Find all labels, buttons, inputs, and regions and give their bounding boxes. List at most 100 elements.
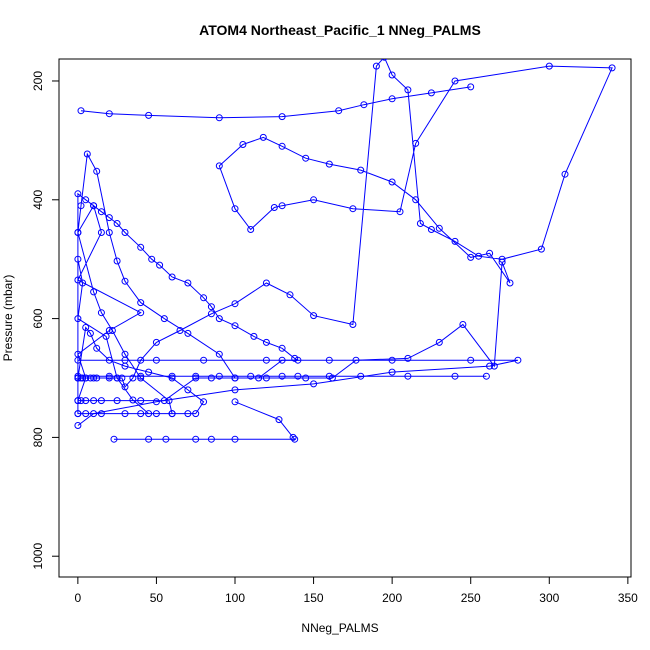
data-point — [82, 324, 90, 331]
data-point — [168, 410, 176, 418]
data-point — [200, 294, 208, 302]
data-point — [137, 309, 145, 317]
data-point — [270, 204, 278, 211]
data-point — [388, 95, 396, 103]
data-point — [537, 245, 545, 253]
data-point — [121, 229, 129, 236]
data-point — [90, 202, 98, 210]
data-point — [275, 416, 283, 424]
data-point — [286, 291, 294, 299]
data-point — [215, 315, 223, 323]
data-point — [404, 86, 412, 94]
data-point — [207, 303, 215, 311]
data-point — [349, 321, 357, 328]
data-point — [289, 433, 297, 441]
data-point — [184, 279, 192, 287]
data-point — [435, 224, 443, 232]
data-point — [121, 356, 129, 364]
data-point — [231, 435, 239, 443]
series-line — [77, 59, 613, 415]
data-point — [152, 356, 160, 364]
series-line — [77, 359, 519, 426]
y-axis-label: Pressure (mbar) — [1, 275, 15, 362]
data-point — [467, 253, 475, 261]
data-point — [90, 288, 98, 296]
data-point — [74, 422, 82, 429]
data-point — [162, 435, 170, 443]
data-point — [215, 372, 223, 380]
data-point — [291, 354, 299, 362]
data-point — [357, 166, 365, 174]
series-layer — [74, 59, 616, 443]
data-point — [486, 362, 494, 370]
data-point — [77, 107, 85, 115]
data-point — [325, 160, 333, 168]
data-point — [262, 356, 270, 364]
data-point — [86, 329, 94, 337]
data-point — [168, 372, 176, 380]
data-point — [231, 374, 239, 382]
data-point — [255, 374, 263, 382]
data-point — [427, 89, 435, 97]
data-point — [416, 220, 424, 227]
y-tick-label: 1000 — [31, 543, 45, 570]
data-point — [302, 374, 310, 382]
series-5 — [77, 83, 475, 122]
data-point — [137, 372, 145, 380]
data-point — [498, 255, 506, 263]
x-tick-label: 100 — [225, 591, 245, 605]
data-point — [506, 279, 514, 287]
data-point — [137, 410, 145, 418]
data-point — [121, 383, 129, 391]
data-point — [475, 252, 483, 260]
data-point — [82, 397, 90, 405]
data-point — [388, 178, 396, 186]
data-point — [97, 410, 105, 418]
data-point — [608, 64, 616, 72]
data-point — [121, 277, 129, 285]
data-point — [176, 327, 184, 334]
data-point — [90, 410, 98, 418]
data-point — [192, 372, 200, 380]
data-point — [200, 398, 208, 406]
data-point — [152, 338, 160, 346]
data-point — [129, 374, 137, 382]
data-point — [291, 435, 299, 443]
data-point — [90, 397, 98, 405]
data-point — [145, 111, 153, 119]
data-point — [97, 208, 105, 216]
data-point — [108, 327, 116, 334]
data-point — [113, 397, 121, 405]
data-point — [278, 372, 286, 380]
data-point — [97, 397, 105, 405]
data-point — [184, 386, 192, 394]
data-point — [325, 356, 333, 364]
data-point — [247, 226, 255, 233]
data-point — [113, 257, 121, 265]
data-point — [250, 332, 258, 340]
data-point — [184, 410, 192, 418]
data-point — [200, 356, 208, 364]
data-point — [467, 83, 475, 91]
data-point — [404, 354, 412, 362]
data-point — [451, 77, 459, 85]
data-point — [137, 243, 145, 251]
data-point — [239, 141, 247, 148]
y-tick-label: 200 — [31, 71, 45, 91]
data-point — [335, 107, 343, 115]
data-point — [97, 229, 105, 236]
data-point — [105, 214, 113, 222]
data-point — [388, 368, 396, 376]
data-point — [110, 435, 118, 443]
data-point — [412, 196, 420, 204]
data-point — [145, 368, 153, 376]
data-point — [388, 356, 396, 364]
data-point — [215, 114, 223, 122]
data-point — [137, 397, 145, 405]
data-point — [231, 398, 239, 406]
series-line — [114, 401, 296, 440]
data-point — [118, 374, 126, 382]
x-tick-label: 150 — [304, 591, 324, 605]
data-point — [74, 372, 82, 380]
data-point — [231, 300, 239, 308]
